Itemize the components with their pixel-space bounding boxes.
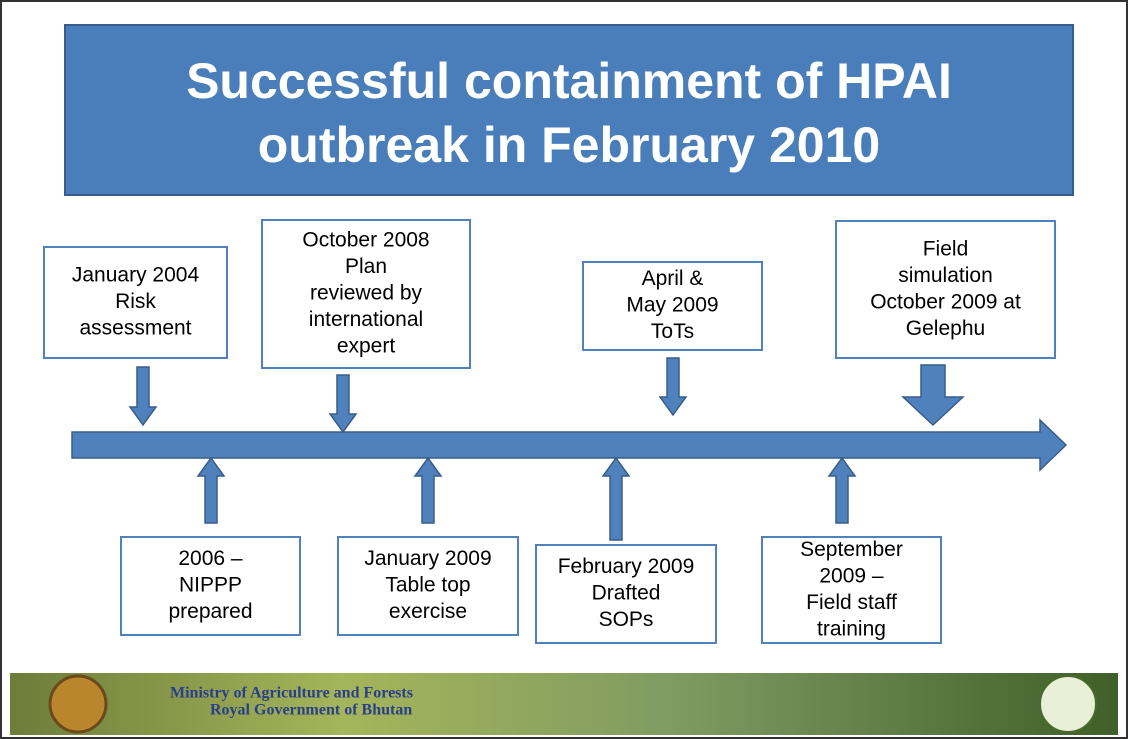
event-text: Plan (345, 255, 387, 278)
event-text: Risk (115, 290, 156, 313)
title-line: Successful containment of HPAI (186, 53, 952, 109)
event-text: April & (642, 267, 704, 290)
event-text: Field (923, 237, 969, 260)
event-text: prepared (168, 600, 252, 623)
event-text: expert (337, 335, 396, 358)
event-text: Table top (385, 574, 470, 597)
event-text: exercise (389, 600, 467, 623)
event-text: 2006 – (178, 547, 243, 570)
event-text: January 2004 (72, 264, 200, 287)
event-text: international (309, 308, 423, 331)
title-line: outbreak in February 2010 (258, 117, 880, 173)
event-text: February 2009 (558, 555, 695, 578)
event-text: January 2009 (364, 547, 491, 570)
event-text: Gelephu (906, 317, 985, 340)
event-text: ToTs (651, 320, 694, 343)
event-text: simulation (898, 264, 993, 287)
event-text: Field staff (806, 591, 897, 614)
slide: Successful containment of HPAI outbreak i… (0, 0, 1128, 739)
event-text: assessment (79, 317, 191, 340)
event-text: reviewed by (310, 282, 423, 305)
emblem (50, 676, 106, 732)
event-text: 2009 – (819, 564, 884, 587)
logo (1040, 676, 1096, 732)
event-text: NIPPP (179, 574, 242, 597)
event-text: training (817, 617, 886, 640)
event-text: October 2008 (302, 229, 429, 252)
footer-line: Royal Government of Bhutan (210, 702, 412, 719)
event-text: Drafted (592, 582, 661, 605)
footer-line: Ministry of Agriculture and Forests (170, 685, 413, 702)
event-text: May 2009 (626, 294, 718, 317)
footer-banner (10, 673, 1118, 735)
event-text: SOPs (599, 608, 654, 631)
event-text: October 2009 at (870, 290, 1021, 313)
event-text: September (800, 538, 903, 561)
